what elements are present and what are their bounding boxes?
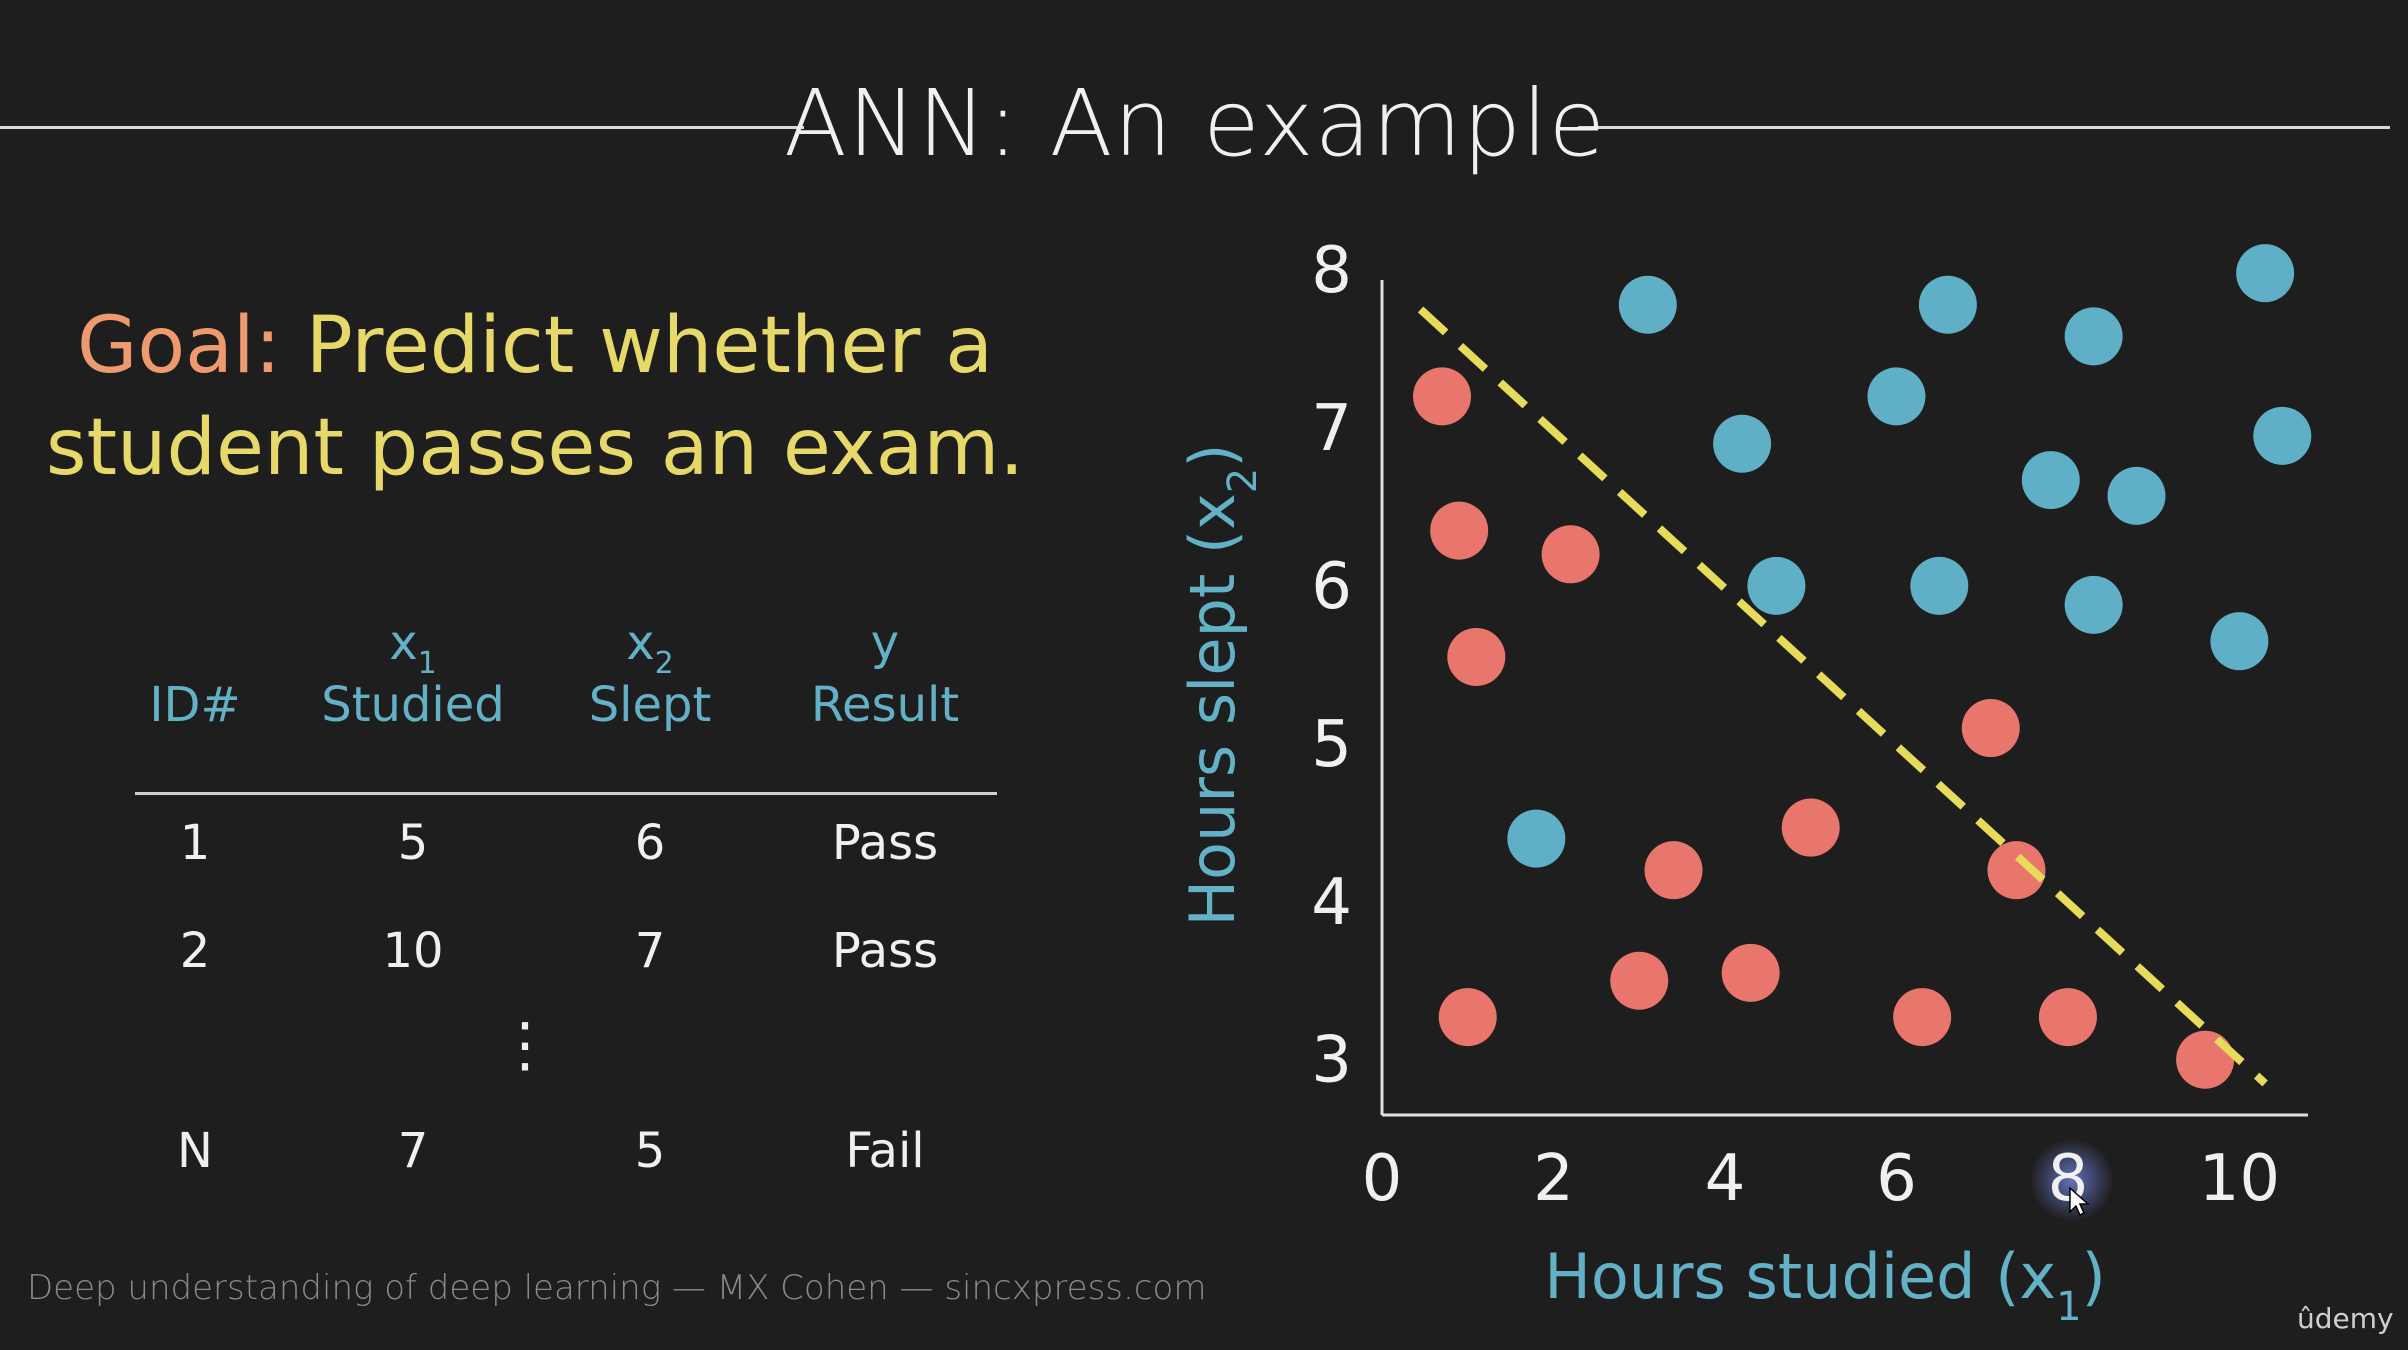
slide-title: ANN: An example	[783, 70, 1607, 177]
pass-point	[1747, 556, 1806, 615]
cell-studied: 5	[397, 815, 429, 871]
x-tick-label: 0	[1362, 1142, 1403, 1216]
footer-credit: Deep understanding of deep learning — MX…	[27, 1268, 1207, 1308]
goal-label: Goal:	[76, 301, 281, 391]
header-col-slept: x2 Slept	[550, 615, 750, 733]
fail-point	[1644, 841, 1703, 900]
header-col-id: ID#	[135, 615, 255, 733]
fail-point	[1430, 501, 1489, 560]
chart-axes	[1380, 280, 2308, 1117]
y-tick-label: 7	[1311, 392, 1352, 466]
header-var: y	[870, 615, 900, 671]
ellipsis: ⋮	[495, 1010, 555, 1080]
y-axis-label: Hours slept (x2)	[1176, 444, 1266, 927]
fail-point	[1541, 525, 1600, 584]
header-var: x	[626, 615, 655, 671]
header-label: Studied	[321, 677, 505, 733]
decision-boundary-line	[1417, 306, 2268, 1087]
fail-point	[2176, 1030, 2235, 1089]
header-var: x	[389, 615, 418, 671]
cell-result: Pass	[831, 815, 939, 871]
pass-point	[2064, 575, 2123, 634]
pass-point	[2236, 244, 2295, 303]
header-label: ID#	[149, 677, 241, 733]
fail-point	[1447, 627, 1506, 686]
y-tick-label: 6	[1311, 550, 1352, 624]
table-divider	[135, 792, 997, 795]
pass-point	[1507, 809, 1566, 868]
cell-id: 2	[179, 923, 211, 979]
fail-point	[1610, 951, 1669, 1010]
fail-point	[1413, 367, 1472, 426]
cell-slept: 5	[634, 1123, 666, 1179]
pass-point	[1918, 275, 1977, 334]
pass-point	[1618, 275, 1677, 334]
cell-slept: 6	[634, 815, 666, 871]
fail-point	[1987, 841, 2046, 900]
fail-point	[1438, 988, 1497, 1047]
cursor-highlight	[2029, 1138, 2114, 1222]
pass-point	[2021, 451, 2080, 510]
goal-statement: Goal: Predict whether a student passes a…	[40, 295, 1030, 499]
x-axis-label: Hours studied (x1)	[1544, 1240, 2106, 1330]
x-tick-label: 6	[1876, 1142, 1917, 1216]
x-tick-label: 10	[2199, 1142, 2280, 1216]
header-label: Result	[810, 677, 960, 733]
pass-point	[1867, 367, 1926, 426]
cell-result: Fail	[845, 1123, 925, 1179]
x-tick-label: 4	[1705, 1142, 1746, 1216]
header-label: Slept	[588, 677, 712, 733]
fail-point	[1961, 699, 2020, 758]
cell-slept: 7	[634, 923, 666, 979]
header-var-sub: 2	[654, 646, 674, 681]
header-var-sub: 1	[417, 646, 437, 681]
header-col-result: y Result	[785, 615, 985, 733]
pass-point	[1713, 414, 1772, 473]
cell-studied: 7	[397, 1123, 429, 1179]
pass-point	[1910, 556, 1969, 615]
goal-text-line1: Predict whether a	[305, 301, 994, 391]
udemy-logo: ûdemy	[2297, 1302, 2394, 1335]
y-tick-label: 5	[1311, 708, 1352, 782]
y-tick-label: 8	[1311, 234, 1352, 308]
y-tick-label: 4	[1311, 866, 1352, 940]
pass-point	[2064, 307, 2123, 366]
x-tick-label: 2	[1533, 1142, 1574, 1216]
y-tick-label: 3	[1311, 1024, 1352, 1098]
header-col-studied: x1 Studied	[313, 615, 513, 733]
pass-point	[2210, 612, 2269, 671]
cursor-pointer-icon	[2069, 1186, 2090, 1217]
fail-point	[1781, 798, 1840, 857]
cell-id: 1	[179, 815, 211, 871]
pass-point	[2107, 466, 2166, 525]
goal-text-line2: student passes an exam.	[45, 403, 1025, 493]
fail-point	[2038, 988, 2097, 1047]
pass-point	[2253, 406, 2312, 465]
title-rule-left	[0, 126, 804, 129]
cell-id: N	[177, 1123, 213, 1179]
cell-result: Pass	[831, 923, 939, 979]
cell-studied: 10	[382, 923, 444, 979]
x-tick-label: 8	[2048, 1142, 2089, 1216]
fail-point	[1721, 943, 1780, 1002]
fail-point	[1893, 988, 1952, 1047]
title-rule-right	[1578, 126, 2390, 129]
